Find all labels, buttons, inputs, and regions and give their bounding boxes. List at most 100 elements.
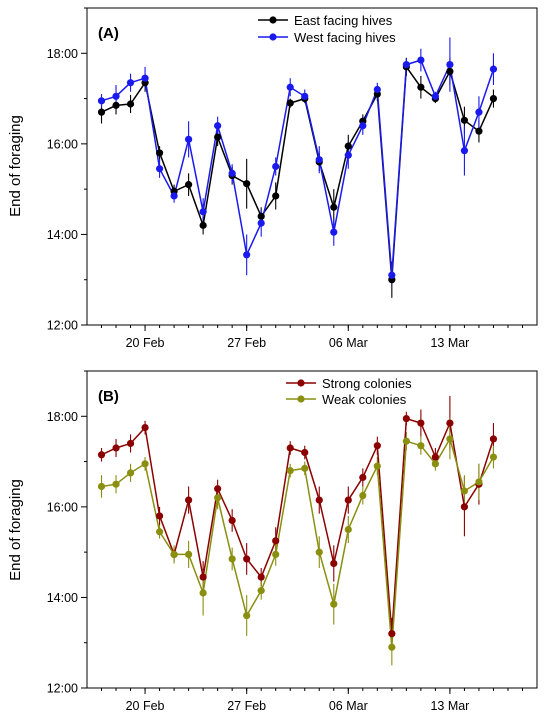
data-point-west <box>403 61 410 68</box>
data-point-strong <box>403 415 410 422</box>
y-tick-label: 12:00 <box>47 682 78 696</box>
data-point-strong <box>272 537 279 544</box>
data-point-weak <box>243 612 250 619</box>
data-point-strong <box>461 503 468 510</box>
data-point-weak <box>156 528 163 535</box>
series-line-strong <box>102 419 494 634</box>
data-point-weak <box>388 644 395 651</box>
data-point-west <box>200 208 207 215</box>
data-point-weak <box>185 551 192 558</box>
x-tick-label: 13 Mar <box>430 699 469 713</box>
data-point-strong <box>359 474 366 481</box>
legend-marker-weak <box>297 395 304 402</box>
data-point-strong <box>98 451 105 458</box>
data-point-strong <box>301 449 308 456</box>
data-point-weak <box>359 492 366 499</box>
data-point-strong <box>287 444 294 451</box>
data-point-west <box>98 97 105 104</box>
data-point-west <box>417 56 424 63</box>
data-point-west <box>490 66 497 73</box>
data-point-east <box>490 95 497 102</box>
data-point-west <box>345 152 352 159</box>
data-point-weak <box>301 465 308 472</box>
data-point-east <box>345 143 352 150</box>
x-tick-label: 06 Mar <box>329 699 368 713</box>
panel-label: (B) <box>98 388 119 405</box>
x-tick-label: 06 Mar <box>329 336 368 350</box>
data-point-weak <box>229 555 236 562</box>
data-point-weak <box>345 526 352 533</box>
data-point-strong <box>417 419 424 426</box>
data-point-west <box>229 170 236 177</box>
data-point-weak <box>98 483 105 490</box>
data-point-strong <box>229 517 236 524</box>
data-point-east <box>98 109 105 116</box>
data-point-strong <box>185 496 192 503</box>
data-point-west <box>359 122 366 129</box>
x-tick-label: 27 Feb <box>227 699 266 713</box>
data-point-weak <box>417 442 424 449</box>
data-point-weak <box>272 551 279 558</box>
y-tick-label: 14:00 <box>47 591 78 605</box>
data-point-west <box>330 229 337 236</box>
data-point-weak <box>330 601 337 608</box>
data-point-strong <box>156 512 163 519</box>
data-point-east <box>461 117 468 124</box>
y-tick-label: 16:00 <box>47 500 78 514</box>
data-point-east <box>475 128 482 135</box>
data-point-weak <box>112 481 119 488</box>
y-tick-label: 12:00 <box>47 319 78 333</box>
data-point-strong <box>446 419 453 426</box>
data-point-strong <box>388 630 395 637</box>
x-tick-label: 20 Feb <box>126 336 165 350</box>
data-point-east <box>446 68 453 75</box>
data-point-east <box>156 149 163 156</box>
data-point-weak <box>374 463 381 470</box>
data-point-west <box>287 84 294 91</box>
data-point-strong <box>432 453 439 460</box>
data-point-west <box>156 165 163 172</box>
data-point-weak <box>446 435 453 442</box>
data-point-east <box>200 222 207 229</box>
y-axis-label: End of foraging <box>7 479 24 581</box>
data-point-strong <box>127 440 134 447</box>
data-point-weak <box>200 589 207 596</box>
y-tick-label: 16:00 <box>47 137 78 151</box>
panel-a: 12:00 14:00 16:00 18:00 20 Feb 27 Feb 06 Mar 13… <box>7 8 537 350</box>
data-point-weak <box>287 467 294 474</box>
data-point-strong <box>316 496 323 503</box>
data-point-strong <box>330 560 337 567</box>
data-point-east <box>287 100 294 107</box>
data-point-weak <box>170 551 177 558</box>
data-point-west <box>374 86 381 93</box>
data-point-weak <box>316 549 323 556</box>
legend: East facing hives West facing hives <box>258 13 396 45</box>
data-point-east <box>112 102 119 109</box>
plot-frame <box>87 371 537 688</box>
legend-label-east: East facing hives <box>294 13 393 28</box>
plot-frame <box>87 8 537 325</box>
data-point-west <box>316 156 323 163</box>
data-point-west <box>446 61 453 68</box>
data-point-strong <box>141 424 148 431</box>
data-point-west <box>214 122 221 129</box>
x-tick-label: 27 Feb <box>227 336 266 350</box>
data-point-west <box>432 93 439 100</box>
legend-marker-east <box>269 16 276 23</box>
data-point-weak <box>490 453 497 460</box>
data-point-east <box>417 84 424 91</box>
data-point-weak <box>403 438 410 445</box>
data-point-weak <box>432 460 439 467</box>
y-tick-label: 14:00 <box>47 228 78 242</box>
panel-b: 12:00 14:00 16:00 18:00 20 Feb 27 Feb 06 Mar 13… <box>7 371 537 713</box>
legend-label-weak: Weak colonies <box>322 392 407 407</box>
data-point-west <box>258 220 265 227</box>
data-point-west <box>141 75 148 82</box>
y-tick-label: 18:00 <box>47 410 78 424</box>
y-axis-label: End of foraging <box>7 115 24 217</box>
data-point-strong <box>345 496 352 503</box>
legend-label-west: West facing hives <box>294 30 396 45</box>
panel-label: (A) <box>98 25 119 42</box>
data-point-weak <box>461 487 468 494</box>
